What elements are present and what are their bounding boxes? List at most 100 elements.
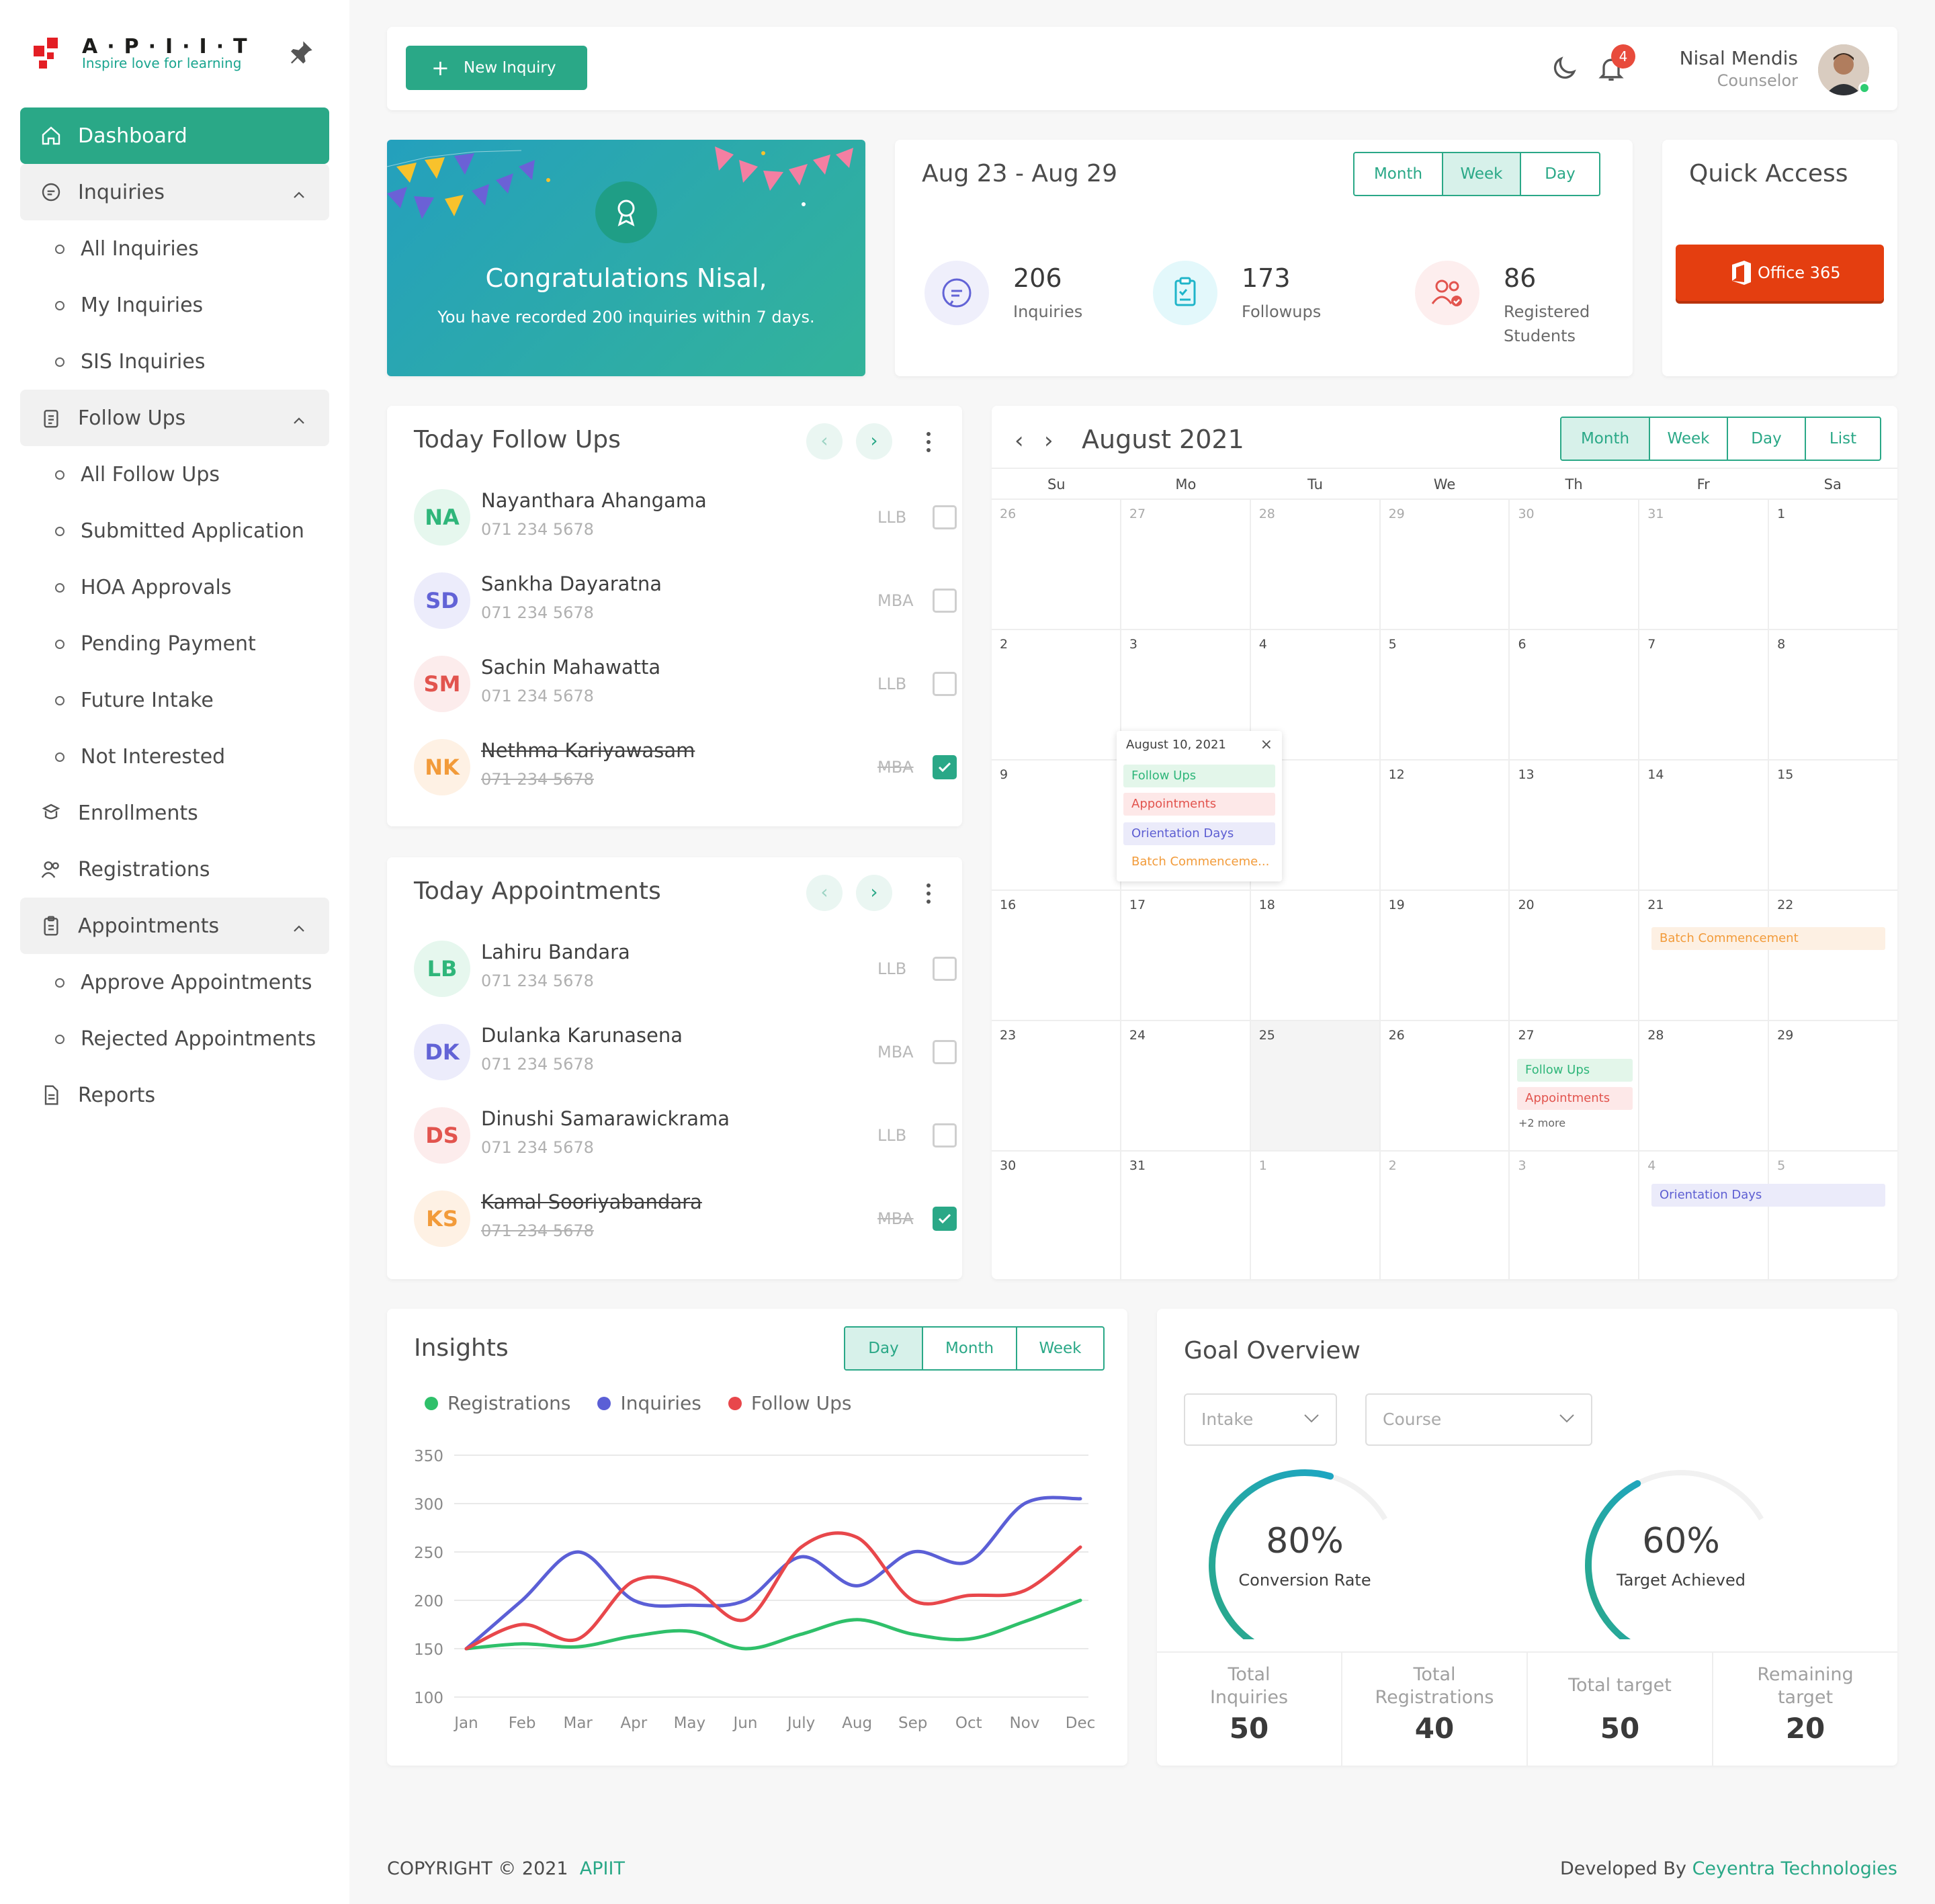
pin-icon[interactable] — [288, 39, 314, 66]
calendar-day-cell[interactable]: 3 — [1119, 629, 1250, 759]
sidebar-subitem-all-inquiries[interactable]: All Inquiries — [20, 220, 329, 277]
more-vertical-icon[interactable] — [924, 879, 933, 908]
calendar-day-cell[interactable]: 27 — [1119, 499, 1250, 629]
list-item[interactable]: NK Nethma Kariyawasam 071 234 5678 MBA — [414, 730, 957, 813]
series-line-inquiries[interactable] — [464, 1496, 1082, 1651]
calendar-day-cell[interactable]: 21 — [1638, 890, 1768, 1020]
close-icon[interactable]: × — [1260, 736, 1273, 753]
tab-month[interactable]: Month — [922, 1328, 1016, 1369]
next-button[interactable]: › — [856, 875, 892, 911]
calendar-day-cell[interactable]: 5 — [1768, 1150, 1898, 1281]
event-batch-commencement[interactable]: Batch Commencement — [1651, 927, 1885, 950]
series-line-registrations[interactable] — [464, 1598, 1082, 1651]
tab-week[interactable]: Week — [1016, 1328, 1103, 1369]
sidebar-subitem-hoa-approvals[interactable]: HOA Approvals — [20, 559, 329, 615]
calendar-day-cell[interactable]: 31 — [1119, 1150, 1250, 1281]
sidebar-item-dashboard[interactable]: Dashboard — [20, 107, 329, 164]
calendar-day-cell[interactable]: 30 — [992, 1150, 1120, 1281]
sidebar-item-registrations[interactable]: Registrations — [20, 841, 329, 898]
calendar-day-cell[interactable]: 20 — [1508, 890, 1639, 1020]
done-checkbox[interactable] — [933, 957, 957, 981]
tab-day[interactable]: Day — [845, 1328, 922, 1369]
avatar[interactable] — [1818, 44, 1869, 95]
popup-event-orientation-days[interactable]: Orientation Days — [1123, 822, 1275, 845]
sidebar-subitem-submitted-application[interactable]: Submitted Application — [20, 503, 329, 559]
list-item[interactable]: NA Nayanthara Ahangama 071 234 5678 LLB — [414, 480, 957, 563]
prev-button[interactable]: ‹ — [806, 875, 843, 911]
sidebar-subitem-sis-inquiries[interactable]: SIS Inquiries — [20, 333, 329, 390]
calendar-day-cell[interactable]: 23 — [992, 1020, 1120, 1150]
tab-day[interactable]: Day — [1727, 418, 1805, 460]
sidebar-item-reports[interactable]: Reports — [20, 1067, 329, 1123]
calendar-day-cell[interactable]: 24 — [1119, 1020, 1250, 1150]
calendar-day-cell[interactable]: 12 — [1379, 759, 1509, 890]
new-inquiry-button[interactable]: + New Inquiry — [406, 46, 587, 90]
calendar-day-cell[interactable]: 26 — [1379, 1020, 1509, 1150]
moon-icon[interactable] — [1549, 54, 1579, 83]
list-item[interactable]: DK Dulanka Karunasena 071 234 5678 MBA — [414, 1014, 957, 1098]
calendar-day-cell[interactable]: 29 — [1379, 499, 1509, 629]
calendar-next-icon[interactable]: › — [1044, 427, 1054, 454]
calendar-day-cell[interactable]: 3 — [1508, 1150, 1639, 1281]
list-item[interactable]: SD Sankha Dayaratna 071 234 5678 MBA — [414, 563, 957, 646]
tab-week[interactable]: Week — [1649, 418, 1727, 460]
calendar-day-cell[interactable]: 27 — [1508, 1020, 1639, 1150]
sidebar-item-inquiries[interactable]: Inquiries — [20, 164, 329, 220]
done-checkbox[interactable] — [933, 1040, 957, 1064]
brand-logo[interactable]: A·P·I·I·T Inspire love for learning — [34, 35, 262, 75]
calendar-day-cell[interactable]: 2 — [1379, 1150, 1509, 1281]
calendar-day-cell[interactable]: 4 — [1249, 629, 1379, 759]
popup-event-batch-commencement[interactable]: Batch Commenceme... — [1131, 855, 1270, 869]
more-events-link[interactable]: +2 more — [1518, 1117, 1566, 1129]
calendar-day-cell[interactable]: 22 — [1768, 890, 1898, 1020]
event-follow-ups[interactable]: Follow Ups — [1517, 1059, 1633, 1082]
done-checkbox[interactable] — [933, 505, 957, 529]
event-appointments[interactable]: Appointments — [1517, 1087, 1633, 1110]
calendar-day-cell[interactable]: 2 — [992, 629, 1120, 759]
calendar-day-cell[interactable]: 16 — [992, 890, 1120, 1020]
list-item[interactable]: LB Lahiru Bandara 071 234 5678 LLB — [414, 931, 957, 1014]
calendar-day-cell[interactable]: 28 — [1249, 499, 1379, 629]
legend-inquiries[interactable]: Inquiries — [597, 1392, 701, 1414]
list-item[interactable]: DS Dinushi Samarawickrama 071 234 5678 LLB — [414, 1098, 957, 1181]
list-item[interactable]: KS Kamal Sooriyabandara 071 234 5678 MBA — [414, 1181, 957, 1264]
next-button[interactable]: › — [856, 423, 892, 460]
sidebar-subitem-approve-appointments[interactable]: Approve Appointments — [20, 954, 329, 1010]
calendar-day-cell[interactable]: 6 — [1508, 629, 1639, 759]
series-line-follow-ups[interactable] — [464, 1531, 1082, 1651]
event-orientation-days[interactable]: Orientation Days — [1651, 1184, 1885, 1207]
calendar-day-cell[interactable]: 1 — [1249, 1150, 1379, 1281]
calendar-day-cell[interactable]: 5 — [1379, 629, 1509, 759]
list-item[interactable]: SM Sachin Mahawatta 071 234 5678 LLB — [414, 646, 957, 730]
popup-event-appointments[interactable]: Appointments — [1123, 793, 1275, 816]
course-select[interactable]: Course — [1365, 1393, 1592, 1446]
sidebar-subitem-my-inquiries[interactable]: My Inquiries — [20, 277, 329, 333]
tab-month[interactable]: Month — [1561, 418, 1649, 460]
chevron-up-icon[interactable] — [292, 410, 306, 425]
calendar-day-cell[interactable]: 9 — [992, 759, 1120, 890]
more-vertical-icon[interactable] — [924, 427, 933, 457]
done-checkbox[interactable] — [933, 1207, 957, 1231]
calendar-day-cell[interactable]: 26 — [992, 499, 1120, 629]
office-365-button[interactable]: Office 365 — [1676, 245, 1884, 301]
calendar-day-cell[interactable]: 15 — [1768, 759, 1898, 890]
calendar-day-cell[interactable]: 29 — [1768, 1020, 1898, 1150]
calendar-day-cell[interactable]: 14 — [1638, 759, 1768, 890]
sidebar-subitem-all-follow-ups[interactable]: All Follow Ups — [20, 446, 329, 503]
calendar-day-cell[interactable]: 18 — [1249, 890, 1379, 1020]
calendar-day-cell[interactable]: 19 — [1379, 890, 1509, 1020]
calendar-day-cell[interactable]: 13 — [1508, 759, 1639, 890]
sidebar-subitem-not-interested[interactable]: Not Interested — [20, 728, 329, 785]
tab-week[interactable]: Week — [1442, 153, 1520, 195]
chevron-up-icon[interactable] — [292, 184, 306, 199]
done-checkbox[interactable] — [933, 1123, 957, 1148]
sidebar-subitem-future-intake[interactable]: Future Intake — [20, 672, 329, 728]
sidebar-item-enrollments[interactable]: Enrollments — [20, 785, 329, 841]
copyright-brand-link[interactable]: APIIT — [579, 1858, 625, 1879]
calendar-prev-icon[interactable]: ‹ — [1015, 427, 1024, 454]
sidebar-subitem-pending-payment[interactable]: Pending Payment — [20, 615, 329, 672]
calendar-day-cell[interactable]: 25 — [1249, 1020, 1379, 1150]
done-checkbox[interactable] — [933, 672, 957, 696]
calendar-day-cell[interactable]: 31 — [1638, 499, 1768, 629]
calendar-day-cell[interactable]: 8 — [1768, 629, 1898, 759]
